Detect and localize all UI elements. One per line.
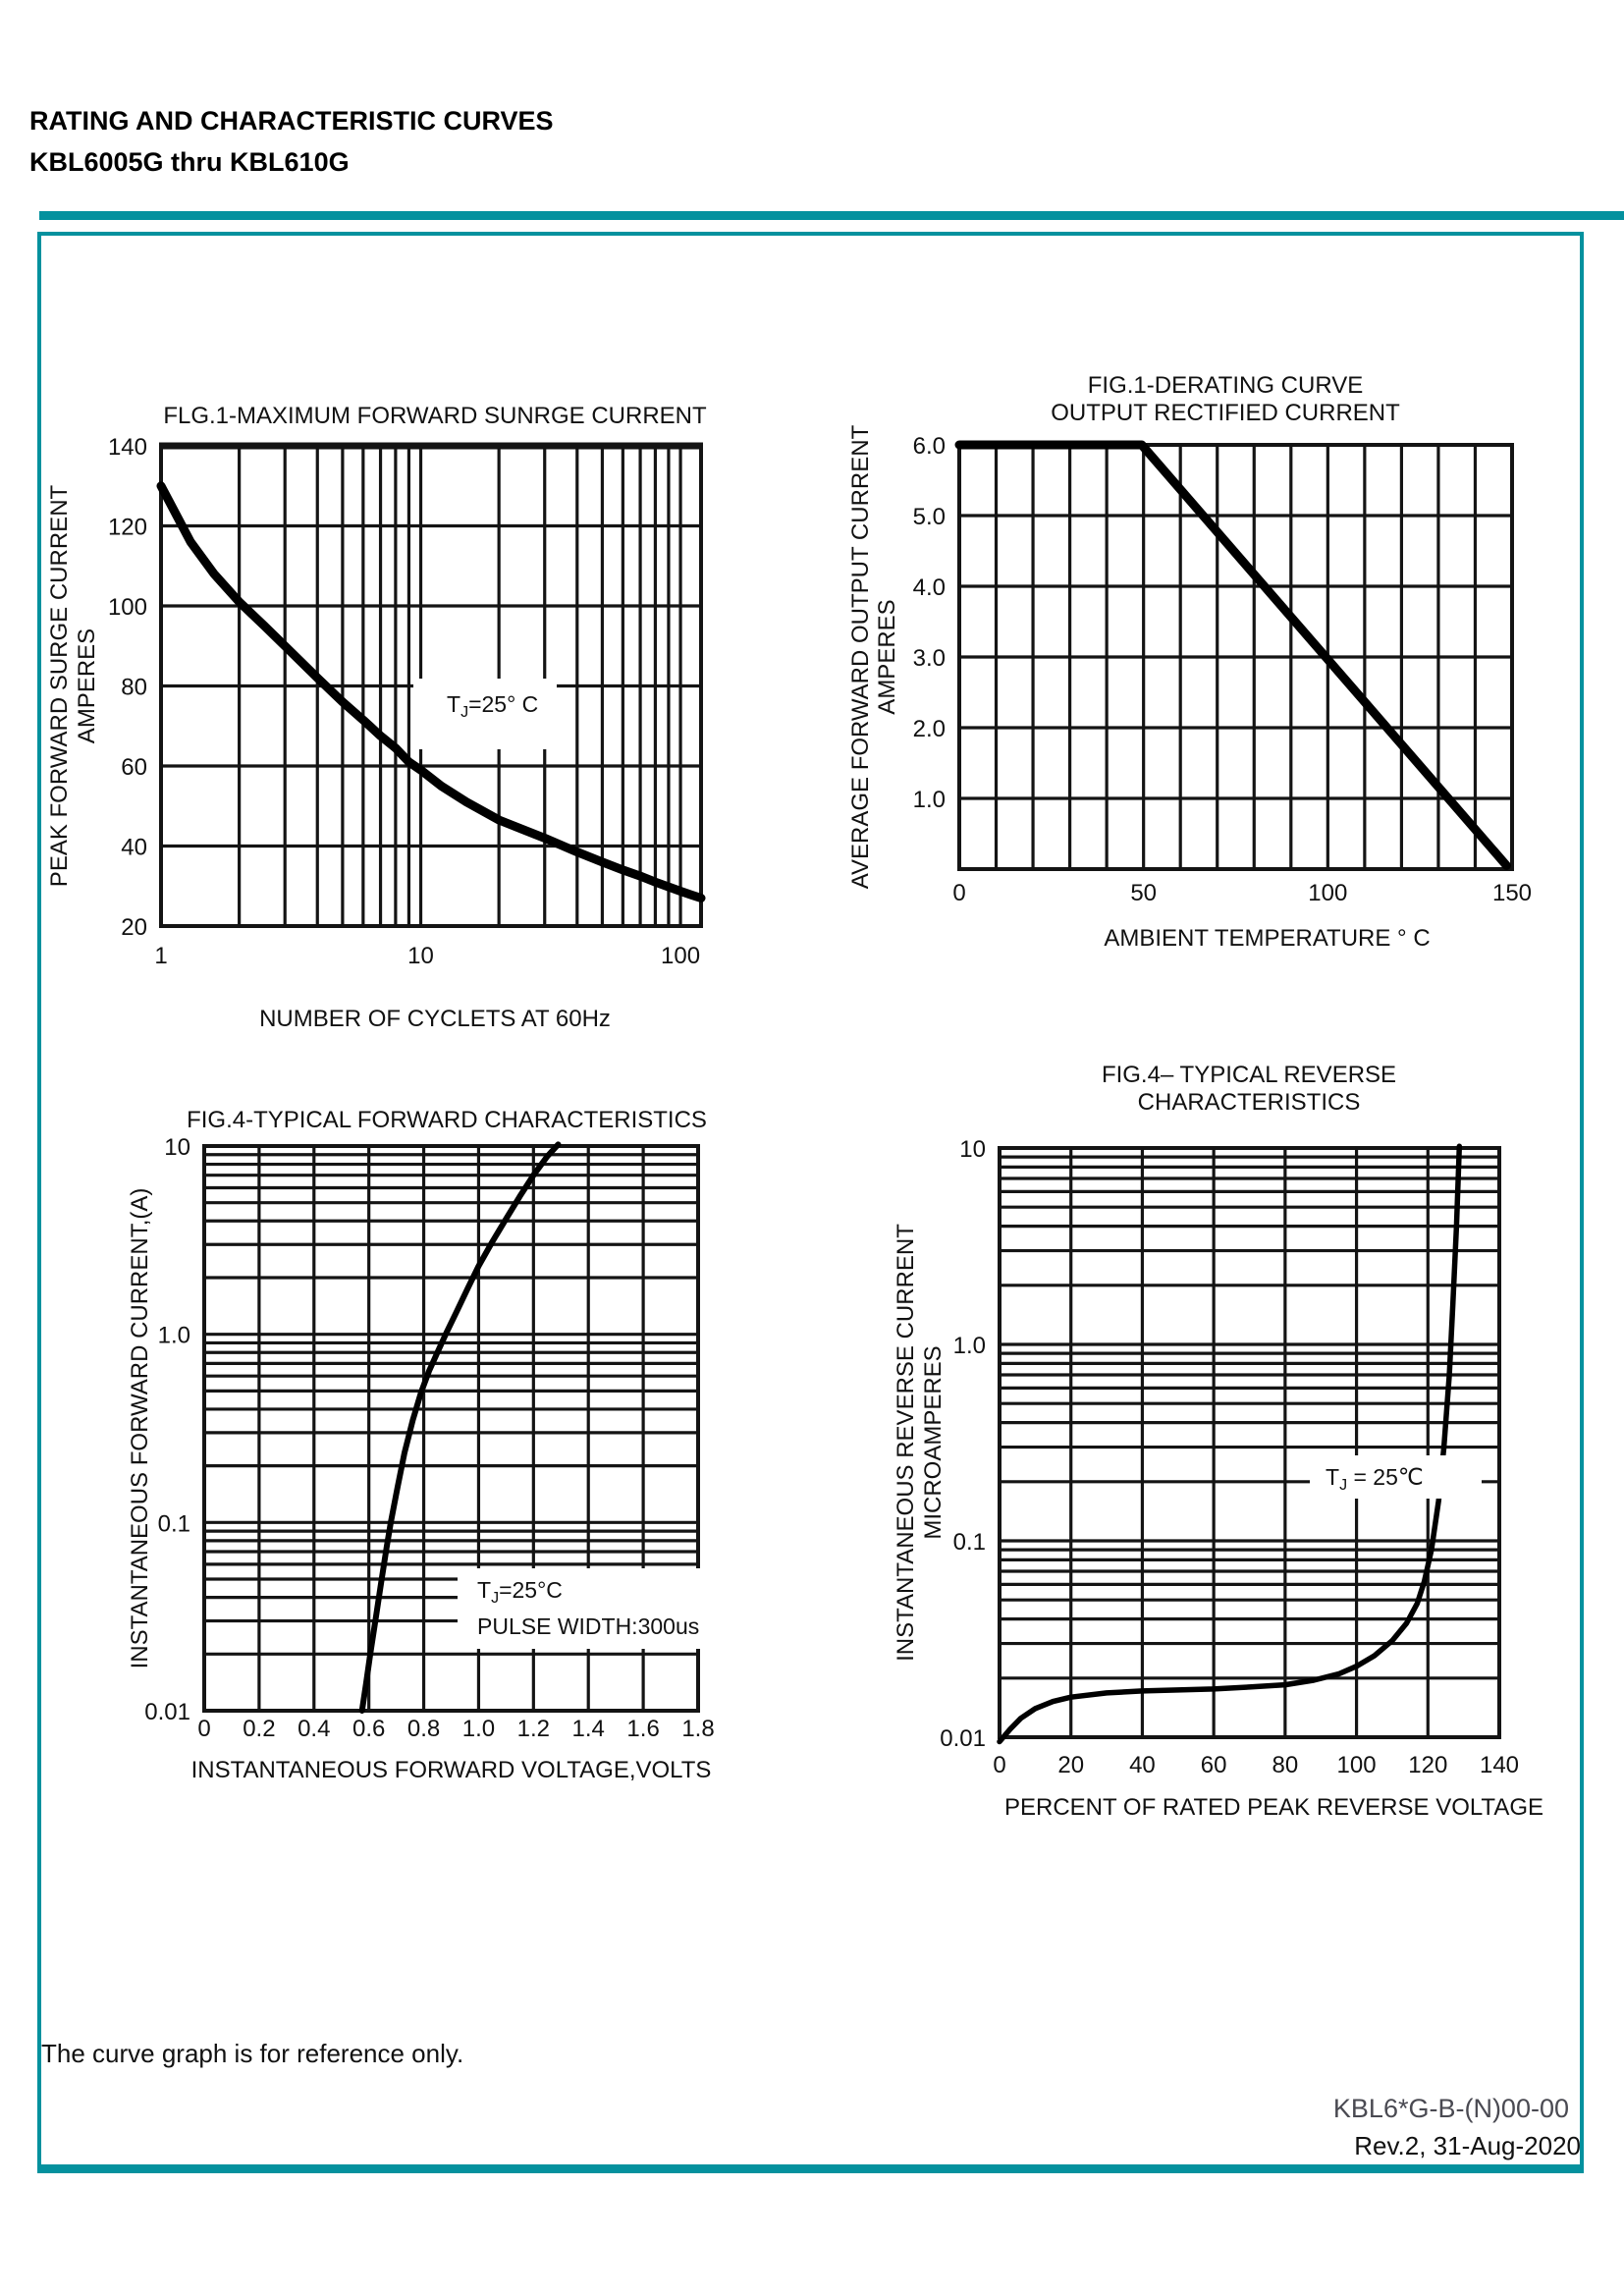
reverse-curve [997, 1143, 1463, 1745]
chart-title: FIG.4-TYPICAL FORWARD CHARACTERISTICS [187, 1107, 707, 1133]
x-tick-label: 1.8 [681, 1716, 714, 1742]
plot-frame [957, 443, 1514, 871]
x-tick-label: 1.0 [462, 1716, 495, 1742]
x-tick-label: 120 [1408, 1752, 1447, 1778]
surge-current-chart: 1 10 100 140 120 100 80 60 40 20 FLG.1-MAXIMUM FOR… [46, 403, 707, 1032]
x-tick-label: 60 [1201, 1752, 1227, 1778]
y-axis-label: AMPERES [874, 599, 900, 714]
y-tick-label: 3.0 [913, 645, 946, 672]
x-tick-label: 100 [1308, 880, 1347, 906]
annotation-mask [458, 1568, 703, 1649]
annotation-text: TJ = 25℃ [1326, 1464, 1424, 1494]
x-axis-label: NUMBER OF CYCLETS AT 60Hz [259, 1006, 611, 1032]
y-axis-label: AVERAGE FORWARD OUTPUT CURRENT [847, 424, 874, 889]
part-number-range: KBL6005G thru KBL610G [29, 147, 350, 177]
y-axis-label: AMPERES [74, 629, 100, 743]
annotation-mask [1310, 1455, 1482, 1499]
x-tick-label: 100 [1337, 1752, 1377, 1778]
annotation-text: TJ=25° C [447, 691, 538, 721]
derating-curve-chart: 0 50 100 150 6.0 5.0 4.0 3.0 2.0 1.0 FIG.1-DERATIN… [847, 372, 1532, 952]
grid [957, 443, 1514, 871]
y-tick-label: 1.0 [953, 1333, 986, 1359]
x-tick-label: 80 [1272, 1752, 1299, 1778]
x-tick-label: 10 [407, 943, 434, 969]
x-axis-label: PERCENT OF RATED PEAK REVERSE VOLTAGE [1004, 1794, 1543, 1821]
y-tick-label: 120 [108, 515, 147, 541]
annotation-mask [413, 679, 557, 749]
x-tick-label: 150 [1492, 880, 1532, 906]
y-tick-label: 2.0 [913, 716, 946, 742]
chart-title: FIG.4– TYPICAL REVERSE [1102, 1062, 1396, 1088]
annotation-text: TJ=25°C [477, 1577, 563, 1607]
x-tick-label: 0 [993, 1752, 1005, 1778]
y-tick-label: 1.0 [158, 1323, 190, 1349]
document-title: RATING AND CHARACTERISTIC CURVES [29, 106, 554, 136]
x-tick-label: 20 [1057, 1752, 1084, 1778]
y-tick-label: 1.0 [913, 787, 946, 813]
plot-frame [202, 1144, 700, 1713]
x-tick-label: 0 [952, 880, 965, 906]
derating-curve [954, 440, 1511, 870]
grid [998, 1146, 1501, 1739]
x-tick-label: 1 [154, 943, 167, 969]
y-tick-label: 0.1 [953, 1529, 986, 1556]
reverse-characteristics-chart: 0 20 40 60 80 100 120 140 10 1.0 0.1 0.01 FIG.4– TYP… [893, 1062, 1543, 1821]
x-tick-label: 1.2 [517, 1716, 550, 1742]
y-tick-label: 10 [164, 1134, 190, 1161]
y-tick-label: 0.1 [158, 1510, 190, 1537]
x-tick-label: 0.8 [407, 1716, 440, 1742]
x-tick-label: 1.6 [626, 1716, 659, 1742]
y-tick-label: 10 [959, 1136, 986, 1163]
chart-title: FLG.1-MAXIMUM FORWARD SUNRGE CURRENT [163, 403, 707, 429]
y-tick-label: 0.01 [144, 1699, 190, 1725]
y-tick-label: 6.0 [913, 433, 946, 460]
document-header: RATING AND CHARACTERISTIC CURVES KBL6005… [29, 100, 554, 183]
x-tick-label: 0.4 [298, 1716, 330, 1742]
y-axis-label: INSTANTANEOUS REVERSE CURRENT [893, 1224, 919, 1662]
chart-title: CHARACTERISTICS [1138, 1089, 1361, 1116]
chart-title: OUTPUT RECTIFIED CURRENT [1051, 400, 1400, 426]
plot-frame [998, 1146, 1501, 1739]
document-code: KBL6*G-B-(N)00-00 [1332, 2094, 1569, 2123]
x-tick-label: 0.2 [243, 1716, 275, 1742]
x-tick-label: 100 [661, 943, 700, 969]
y-tick-label: 140 [108, 434, 147, 461]
y-tick-label: 60 [121, 754, 147, 781]
y-tick-label: 4.0 [913, 574, 946, 601]
y-axis-label: PEAK FORWARD SURGE CURRENT [46, 484, 73, 887]
x-tick-label: 50 [1130, 880, 1157, 906]
y-tick-label: 80 [121, 675, 147, 701]
forward-curve [358, 1141, 562, 1714]
forward-characteristics-chart: 0 0.2 0.4 0.6 0.8 1.0 1.2 1.4 1.6 1.8 10 1.0 0.1 0.01… [127, 1107, 715, 1783]
header-divider [39, 211, 1624, 220]
revision-date: Rev.2, 31-Aug-2020 [1354, 2131, 1581, 2160]
x-tick-label: 40 [1129, 1752, 1156, 1778]
x-axis-label: INSTANTANEOUS FORWARD VOLTAGE,VOLTS [191, 1757, 712, 1783]
y-tick-label: 40 [121, 835, 147, 861]
x-tick-label: 0.6 [352, 1716, 385, 1742]
x-tick-label: 140 [1480, 1752, 1519, 1778]
x-tick-label: 1.4 [572, 1716, 605, 1742]
chart-title: FIG.1-DERATING CURVE [1088, 372, 1363, 399]
y-axis-label: MICROAMPERES [920, 1345, 947, 1539]
y-tick-label: 20 [121, 914, 147, 941]
y-tick-label: 5.0 [913, 504, 946, 530]
annotation-text: PULSE WIDTH:300us [477, 1613, 699, 1639]
y-axis-label: INSTANTANEOUS FORWARD CURRENT,(A) [127, 1188, 153, 1669]
reference-note: The curve graph is for reference only. [41, 2039, 464, 2068]
y-tick-label: 0.01 [940, 1725, 986, 1752]
y-tick-label: 100 [108, 594, 147, 621]
x-axis-label: AMBIENT TEMPERATURE ° C [1104, 925, 1430, 952]
surge-curve [156, 481, 706, 902]
x-tick-label: 0 [197, 1716, 210, 1742]
